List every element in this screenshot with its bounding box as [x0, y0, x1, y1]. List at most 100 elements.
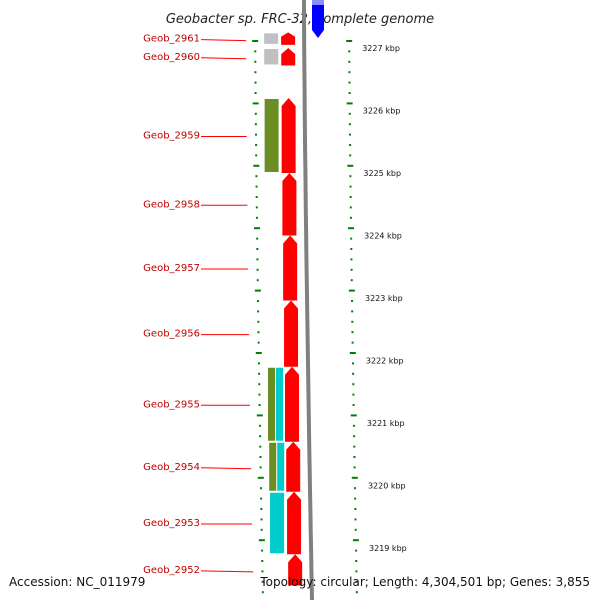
- outer-scale-dot: [348, 123, 351, 126]
- scale-tick-label: 3227 kbp: [362, 44, 400, 53]
- inner-scale-dot: [259, 435, 262, 438]
- outer-scale-dot: [348, 50, 351, 53]
- outer-scale-dot: [352, 372, 355, 375]
- outer-scale-dot: [350, 279, 353, 282]
- inner-scale-dot: [256, 237, 259, 240]
- inner-scale-dot: [257, 341, 260, 344]
- outer-scale-dot: [352, 539, 359, 542]
- inner-scale-dot: [259, 456, 262, 458]
- outer-scale-dot: [354, 497, 357, 500]
- label-layer: Geob_2961 Geob_2960 Geob_2959 Geob_2958 Geob…: [143, 34, 254, 576]
- outer-scale-dot: [351, 362, 354, 365]
- gene-arrow: [285, 366, 300, 442]
- outer-scale-dot: [349, 144, 352, 146]
- inner-scale-dot: [261, 560, 264, 562]
- outer-scale-dot: [352, 404, 355, 406]
- gene-arrow: [281, 32, 296, 45]
- inner-scale-dot: [254, 81, 257, 84]
- inner-scale-dot: [252, 40, 259, 42]
- outer-scale-dot: [350, 248, 353, 250]
- outer-scale-dot: [348, 60, 351, 63]
- outer-scale-dot: [355, 549, 358, 552]
- inner-scale-dot: [253, 164, 260, 167]
- inner-scale-dot: [254, 112, 257, 115]
- scale-tick-label: 3225 kbp: [363, 169, 401, 178]
- accession-text: Accession: NC_011979: [9, 575, 145, 589]
- outer-scale-dot: [348, 227, 355, 230]
- inner-scale-dot: [255, 196, 258, 198]
- inner-scale-dot: [254, 123, 257, 126]
- gene-label: Geob_2953: [143, 518, 200, 529]
- cog-bar: [276, 367, 284, 441]
- outer-scale-dot: [351, 300, 354, 302]
- outer-scale-dot: [354, 528, 357, 531]
- inner-scale-dot: [254, 133, 257, 136]
- partial-gene-highlight: [312, 0, 324, 5]
- cog-bar: [264, 99, 279, 172]
- outer-scale-dot: [351, 341, 354, 344]
- outer-scale-dot: [353, 466, 356, 469]
- inner-scale-dot: [256, 414, 263, 417]
- inner-scale-dot: [254, 50, 257, 53]
- topology-text: Topology: circular; Length: 4,304,501 bp…: [259, 575, 590, 589]
- gene-arrow: [281, 98, 296, 173]
- outer-scale-dot: [354, 518, 357, 521]
- inner-scale-dot: [255, 175, 258, 178]
- outer-scale-dot: [350, 268, 353, 271]
- outer-scale-dot: [349, 216, 352, 219]
- gene-arrow: [287, 491, 302, 555]
- inner-scale-dot: [255, 352, 262, 354]
- gene-label: Geob_2952: [143, 565, 200, 576]
- inner-scale-dot: [256, 248, 259, 250]
- inner-scale-dot: [258, 404, 261, 406]
- outer-scale-dot: [352, 393, 355, 396]
- outer-scale-dot: [350, 237, 353, 240]
- inner-scale-dot: [261, 580, 264, 583]
- inner-scale-dot: [257, 320, 260, 323]
- scale-tick-label: 3222 kbp: [366, 357, 404, 366]
- inner-scale-dot: [254, 289, 261, 292]
- gene-label: Geob_2958: [143, 199, 200, 210]
- inner-scale-dot: [257, 362, 260, 365]
- partial-gene-arrow: [312, 0, 324, 38]
- outer-scale-dot: [351, 320, 354, 323]
- cog-bar: [269, 442, 277, 491]
- gene-label: Geob_2957: [143, 263, 200, 274]
- inner-scale-dot: [256, 279, 259, 282]
- inner-scale-dot: [256, 268, 259, 271]
- gene-arrow: [283, 235, 298, 301]
- outer-scale-dot: [346, 102, 353, 105]
- outer-scale-dot: [355, 591, 358, 594]
- outer-scale-dot: [348, 92, 351, 94]
- cog-bar: [264, 49, 279, 65]
- outer-scale-dot: [352, 383, 355, 386]
- outer-scale-dot: [353, 487, 356, 490]
- inner-scale-dot: [257, 331, 260, 334]
- gene-label-line: [200, 39, 247, 42]
- inner-scale-dot: [257, 300, 260, 302]
- scale-tick-label: 3219 kbp: [369, 544, 407, 553]
- gene-label: Geob_2954: [143, 462, 200, 473]
- inner-scale-dot: [254, 71, 257, 74]
- outer-scale-dot: [355, 560, 358, 562]
- gene-arrow: [282, 173, 297, 236]
- scale-tick-label: 3220 kbp: [368, 482, 406, 491]
- inner-scale-dot: [259, 466, 262, 469]
- outer-scale-dot: [355, 580, 358, 583]
- cog-bar: [268, 367, 276, 441]
- inner-scale-dot: [261, 591, 264, 594]
- inner-scale-dot: [258, 383, 261, 386]
- gene-label: Geob_2960: [143, 52, 200, 63]
- gene-arrow: [281, 48, 296, 66]
- outer-scale-dot: [349, 185, 352, 188]
- tick-layer: 3227 kbp 3226 kbp 3225 kbp 3224 kbp 3223 kbp…: [252, 40, 407, 594]
- inner-scale-dot: [258, 424, 261, 427]
- inner-scale-dot: [258, 393, 261, 396]
- outer-scale-dot: [349, 175, 352, 178]
- inner-scale-dot: [259, 445, 262, 448]
- inner-scale-dot: [254, 227, 261, 230]
- outer-scale-dot: [351, 476, 358, 479]
- inner-scale-dot: [254, 60, 257, 63]
